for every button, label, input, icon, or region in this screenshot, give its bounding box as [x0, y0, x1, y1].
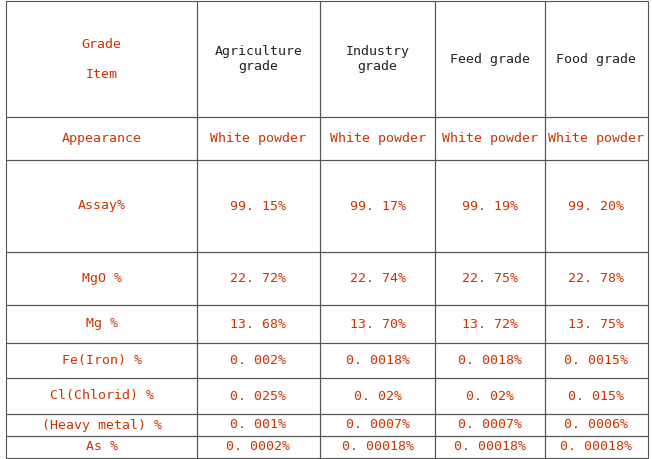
Bar [320, 378, 435, 414]
Text: Agriculture
grade: Agriculture grade [215, 45, 303, 73]
Bar [320, 414, 435, 436]
Bar [6, 378, 197, 414]
Bar [6, 117, 197, 160]
Text: Mg %: Mg % [85, 318, 117, 330]
Bar [6, 1, 197, 117]
Bar [320, 436, 435, 458]
Text: 0. 02%: 0. 02% [353, 390, 402, 403]
Bar [320, 160, 435, 252]
Bar [435, 252, 545, 305]
Text: White powder: White powder [548, 132, 644, 145]
Text: Assay%: Assay% [78, 200, 125, 213]
Text: Industry
grade: Industry grade [346, 45, 409, 73]
Bar [6, 252, 197, 305]
Bar [6, 414, 197, 436]
Text: 22. 78%: 22. 78% [569, 272, 625, 285]
Bar [197, 160, 320, 252]
Bar [545, 378, 648, 414]
Text: 0. 0002%: 0. 0002% [226, 441, 291, 453]
Bar [6, 436, 197, 458]
Text: 13. 68%: 13. 68% [231, 318, 286, 330]
Text: 0. 0007%: 0. 0007% [346, 419, 409, 431]
Text: 0. 00018%: 0. 00018% [454, 441, 526, 453]
Text: 22. 72%: 22. 72% [231, 272, 286, 285]
Bar [197, 252, 320, 305]
Text: 99. 17%: 99. 17% [349, 200, 406, 213]
Bar [6, 160, 197, 252]
Text: White powder: White powder [211, 132, 306, 145]
Bar [435, 436, 545, 458]
Text: As %: As % [85, 441, 117, 453]
Text: 22. 75%: 22. 75% [462, 272, 518, 285]
Bar [545, 1, 648, 117]
Bar [435, 378, 545, 414]
Text: 0. 0015%: 0. 0015% [565, 354, 629, 367]
Text: 99. 19%: 99. 19% [462, 200, 518, 213]
Text: 0. 0018%: 0. 0018% [346, 354, 409, 367]
Text: 0. 00018%: 0. 00018% [342, 441, 413, 453]
Bar [435, 117, 545, 160]
Bar [435, 1, 545, 117]
Text: Feed grade: Feed grade [450, 52, 530, 66]
Bar [6, 305, 197, 343]
Text: Grade

Item: Grade Item [82, 38, 121, 80]
Text: 13. 70%: 13. 70% [349, 318, 406, 330]
Bar [197, 436, 320, 458]
Bar [6, 343, 197, 378]
Text: 13. 75%: 13. 75% [569, 318, 625, 330]
Bar [435, 343, 545, 378]
Text: 0. 025%: 0. 025% [231, 390, 286, 403]
Bar [435, 160, 545, 252]
Bar [197, 305, 320, 343]
Text: 13. 72%: 13. 72% [462, 318, 518, 330]
Bar [545, 117, 648, 160]
Bar [197, 378, 320, 414]
Bar [197, 343, 320, 378]
Bar [320, 117, 435, 160]
Text: 0. 001%: 0. 001% [231, 419, 286, 431]
Bar [545, 252, 648, 305]
Bar [435, 305, 545, 343]
Text: Fe(Iron) %: Fe(Iron) % [61, 354, 141, 367]
Text: 99. 15%: 99. 15% [231, 200, 286, 213]
Text: Cl(Chlorid) %: Cl(Chlorid) % [50, 390, 153, 403]
Bar [545, 436, 648, 458]
Bar [320, 1, 435, 117]
Bar [197, 414, 320, 436]
Text: White powder: White powder [442, 132, 538, 145]
Text: 0. 0018%: 0. 0018% [458, 354, 522, 367]
Bar [545, 160, 648, 252]
Bar [545, 343, 648, 378]
Text: Appearance: Appearance [61, 132, 141, 145]
Bar [435, 414, 545, 436]
Text: 0. 015%: 0. 015% [569, 390, 625, 403]
Bar [197, 117, 320, 160]
Text: 0. 0007%: 0. 0007% [458, 419, 522, 431]
Bar [320, 305, 435, 343]
Text: Food grade: Food grade [557, 52, 636, 66]
Text: 22. 74%: 22. 74% [349, 272, 406, 285]
Text: (Heavy metal) %: (Heavy metal) % [42, 419, 162, 431]
Text: 0. 00018%: 0. 00018% [561, 441, 632, 453]
Text: White powder: White powder [329, 132, 426, 145]
Text: 0. 0006%: 0. 0006% [565, 419, 629, 431]
Bar [320, 252, 435, 305]
Text: 99. 20%: 99. 20% [569, 200, 625, 213]
Bar [320, 343, 435, 378]
Bar [545, 414, 648, 436]
Text: 0. 02%: 0. 02% [466, 390, 514, 403]
Text: 0. 002%: 0. 002% [231, 354, 286, 367]
Bar [197, 1, 320, 117]
Bar [545, 305, 648, 343]
Text: MgO %: MgO % [82, 272, 121, 285]
